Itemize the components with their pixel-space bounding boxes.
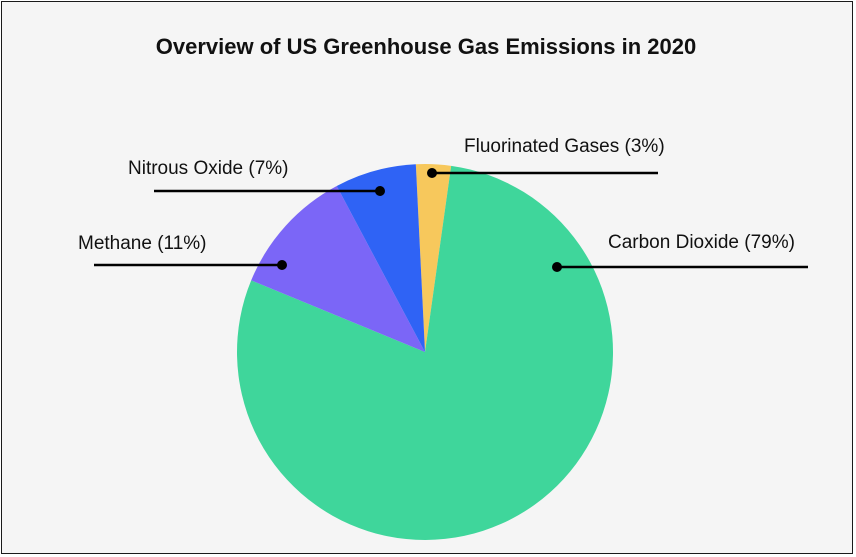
pie-slice-methane bbox=[251, 186, 425, 352]
leader-dot-methane bbox=[277, 260, 287, 270]
slice-label-carbon-dioxide: Carbon Dioxide (79%) bbox=[608, 232, 795, 253]
slice-label-methane: Methane (11%) bbox=[78, 233, 207, 254]
pie-slice-carbon-dioxide bbox=[237, 165, 614, 541]
chart-title: Overview of US Greenhouse Gas Emissions … bbox=[156, 34, 696, 59]
pie-slices bbox=[237, 163, 614, 541]
leader-dot-nitrous-oxide bbox=[375, 186, 385, 196]
pie-slice-nitrous-oxide bbox=[336, 164, 425, 352]
slice-annotations: Fluorinated Gases (3%) Carbon Dioxide (79… bbox=[78, 136, 808, 272]
slice-label-fluorinated-gases: Fluorinated Gases (3%) bbox=[464, 136, 665, 157]
leader-dot-fluorinated-gases bbox=[427, 168, 437, 178]
leader-dot-carbon-dioxide bbox=[552, 262, 562, 272]
slice-label-nitrous-oxide: Nitrous Oxide (7%) bbox=[128, 158, 289, 179]
pie-slice-fluorinated-gases bbox=[415, 163, 452, 352]
